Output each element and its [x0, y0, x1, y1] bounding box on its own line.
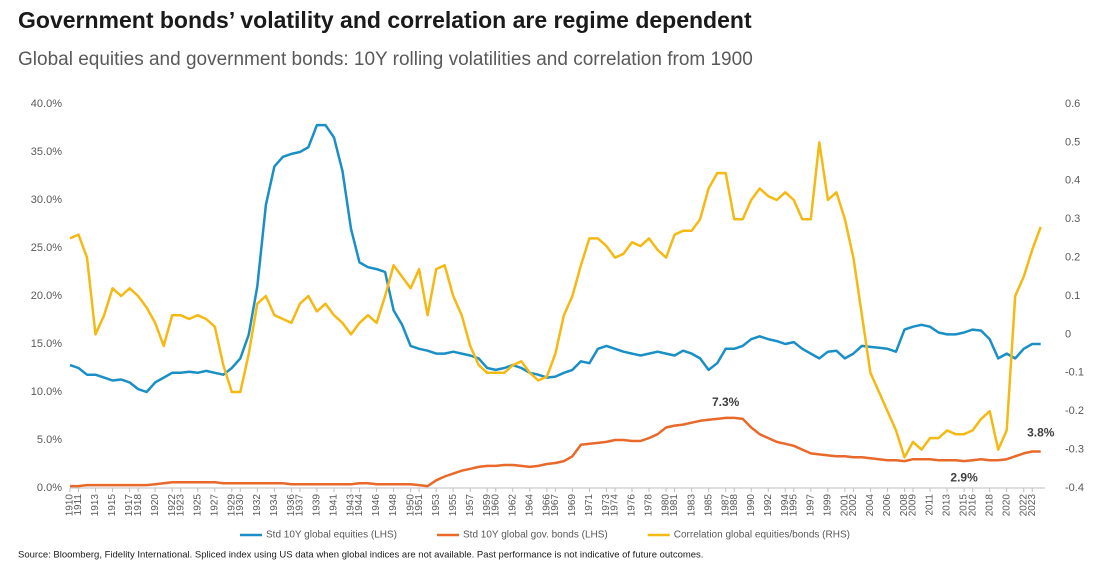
x-tick-label: 1943: [346, 494, 357, 517]
x-tick-label: 2020: [1001, 494, 1012, 517]
y2-tick-label: -0.2: [1065, 405, 1084, 417]
x-tick-label: 1936: [286, 494, 297, 517]
x-tick-label: 1939: [312, 494, 323, 517]
x-tick-label: 1951: [414, 494, 425, 517]
x-tick-label: 1957: [465, 494, 476, 517]
x-tick-label: 1910: [65, 494, 76, 517]
x-tick-label: 1918: [133, 494, 144, 517]
x-tick-label: 1990: [746, 494, 757, 517]
legend-label: Std 10Y global gov. bonds (LHS): [463, 530, 608, 541]
x-tick-label: 1983: [686, 494, 697, 517]
x-tick-label: 1929: [226, 494, 237, 517]
x-tick-label: 1923: [175, 494, 186, 517]
x-tick-label: 1920: [150, 494, 161, 517]
y-tick-label: 10.0%: [31, 386, 62, 398]
x-tick-label: 1953: [431, 494, 442, 517]
y2-tick-label: 0.1: [1065, 290, 1080, 302]
legend-label: Std 10Y global equities (LHS): [266, 530, 397, 541]
y-tick-label: 35.0%: [31, 146, 62, 158]
x-tick-label: 1922: [167, 494, 178, 517]
x-tick-label: 1944: [354, 494, 365, 517]
x-tick-label: 1992: [763, 494, 774, 517]
x-tick-label: 1981: [669, 494, 680, 517]
x-tick-label: 1941: [329, 494, 340, 517]
x-tick-label: 1925: [192, 494, 203, 517]
y2-tick-label: 0: [1065, 328, 1071, 340]
x-tick-label: 1937: [295, 494, 306, 517]
y2-tick-label: 0.3: [1065, 213, 1080, 225]
x-tick-label: 1962: [507, 494, 518, 517]
x-tick-label: 1959: [482, 494, 493, 517]
y-tick-label: 0.0%: [37, 482, 62, 494]
x-tick-label: 1987: [720, 494, 731, 517]
x-tick-label: 1960: [490, 494, 501, 517]
x-tick-label: 1915: [107, 494, 118, 517]
x-tick-label: 1973: [601, 494, 612, 517]
chart-subtitle: Global equities and government bonds: 10…: [18, 49, 753, 70]
x-tick-label: 2016: [967, 494, 978, 517]
y2-tick-label: 0.2: [1065, 252, 1080, 264]
x-tick-label: 1932: [252, 494, 263, 517]
x-tick-label: 1948: [388, 494, 399, 517]
x-tick-label: 1966: [541, 494, 552, 517]
annotation: 7.3%: [712, 395, 740, 409]
x-tick-label: 1985: [703, 494, 714, 517]
x-tick-label: 2008: [899, 494, 910, 517]
x-tick-label: 2006: [882, 494, 893, 517]
series-line: [70, 416, 1041, 488]
x-tick-label: 1994: [780, 494, 791, 517]
x-tick-label: 2023: [1027, 494, 1038, 517]
y-tick-label: 15.0%: [31, 338, 62, 350]
series-line: [69, 123, 1041, 394]
legend-label: Correlation global equities/bonds (RHS): [674, 530, 850, 541]
x-tick-label: 1934: [269, 494, 280, 517]
x-tick-label: 2011: [925, 494, 936, 516]
x-tick-label: 1911: [73, 494, 84, 516]
y-tick-label: 5.0%: [37, 434, 62, 446]
x-tick-label: 1995: [788, 494, 799, 517]
x-tick-label: 1950: [405, 494, 416, 517]
x-tick-label: 1988: [729, 494, 740, 517]
source-note: Source: Bloomberg, Fidelity Internationa…: [18, 550, 703, 561]
x-tick-label: 1976: [627, 494, 638, 517]
x-tick-label: 1974: [610, 494, 621, 517]
y2-tick-label: -0.4: [1065, 482, 1084, 494]
y-tick-label: 40.0%: [31, 98, 62, 110]
x-tick-label: 2009: [908, 494, 919, 517]
x-tick-label: 1997: [805, 494, 816, 517]
x-tick-label: 1999: [823, 494, 834, 517]
x-tick-label: 2018: [984, 494, 995, 517]
x-tick-label: 2004: [865, 494, 876, 517]
series-line: [69, 141, 1042, 459]
annotation: 3.8%: [1027, 426, 1055, 440]
x-tick-label: 1913: [90, 494, 101, 517]
y2-tick-label: -0.3: [1065, 444, 1084, 456]
y-tick-label: 25.0%: [31, 242, 62, 254]
y2-tick-label: -0.1: [1065, 367, 1084, 379]
x-tick-label: 1971: [584, 494, 595, 517]
y-tick-label: 20.0%: [31, 290, 62, 302]
x-tick-label: 1917: [124, 494, 135, 517]
x-tick-label: 2022: [1018, 494, 1029, 517]
x-tick-label: 1980: [661, 494, 672, 517]
x-tick-label: 1969: [567, 494, 578, 517]
chart-title: Government bonds’ volatility and correla…: [18, 7, 752, 33]
x-tick-label: 1978: [644, 494, 655, 517]
x-tick-label: 2013: [942, 494, 953, 517]
y2-tick-label: 0.6: [1065, 98, 1080, 110]
x-tick-label: 1964: [524, 494, 535, 517]
x-tick-label: 2002: [848, 494, 859, 517]
y2-tick-label: 0.4: [1065, 175, 1080, 187]
x-tick-label: 1955: [448, 494, 459, 517]
y2-tick-label: 0.5: [1065, 136, 1080, 148]
x-tick-label: 1930: [235, 494, 246, 517]
x-tick-label: 1946: [371, 494, 382, 517]
y-tick-label: 30.0%: [31, 194, 62, 206]
annotation: 2.9%: [950, 470, 978, 484]
x-tick-label: 2001: [840, 494, 851, 517]
x-tick-label: 1967: [550, 494, 561, 517]
x-tick-label: 1927: [209, 494, 220, 517]
x-tick-label: 2015: [959, 494, 970, 517]
